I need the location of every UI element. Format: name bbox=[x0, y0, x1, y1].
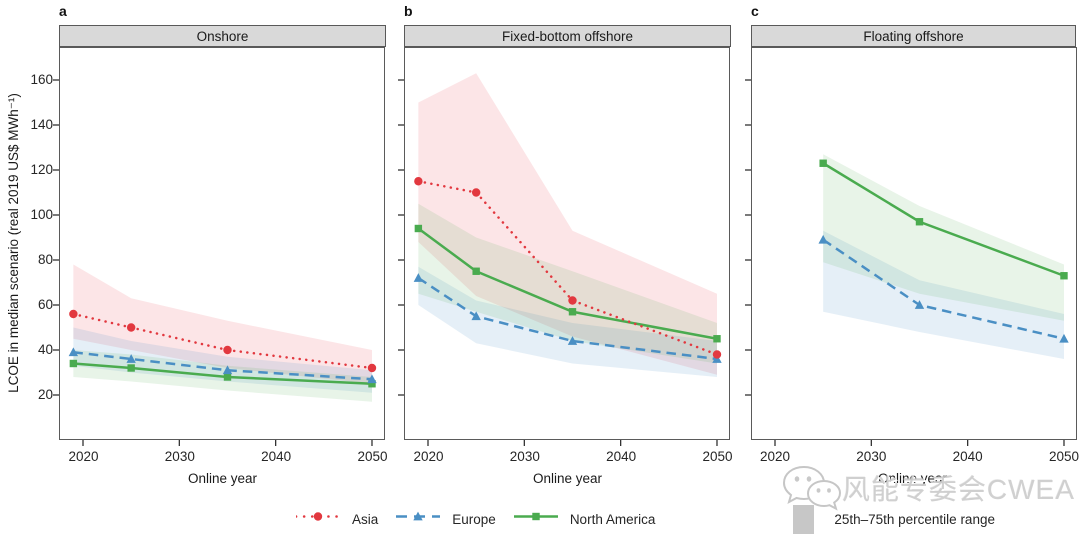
x-tick-label: 2040 bbox=[261, 449, 292, 464]
legend-label-asia: Asia bbox=[352, 511, 379, 527]
x-tick-label: 2030 bbox=[509, 449, 540, 464]
watermark-text: 风能专委会CWEA bbox=[842, 474, 1076, 505]
panel-b-plot bbox=[398, 47, 730, 446]
x-tick-label: 2030 bbox=[856, 449, 887, 464]
x-axis-title-c: Online year bbox=[877, 471, 948, 486]
panel-letter-c: c bbox=[751, 3, 759, 19]
x-tick-label: 2020 bbox=[413, 449, 444, 464]
panel-a-plot bbox=[53, 47, 385, 446]
panel-a-header: Onshore bbox=[59, 25, 386, 47]
y-tick-label: 20 bbox=[37, 387, 53, 402]
y-tick-label: 100 bbox=[30, 207, 53, 222]
legend-label-percentile-range: 25th–75th percentile range bbox=[834, 511, 995, 527]
panel-letter-a: a bbox=[59, 3, 67, 19]
x-axis-title-a: Online year bbox=[187, 471, 258, 486]
legend-label-north-america: North America bbox=[569, 511, 656, 527]
y-tick-label: 140 bbox=[30, 117, 53, 132]
x-tick-label: 2050 bbox=[702, 449, 733, 464]
x-axis-title-b: Online year bbox=[532, 471, 603, 486]
north-america-series-symbol bbox=[513, 509, 558, 529]
y-tick-label: 40 bbox=[37, 342, 53, 357]
x-tick-label: 2020 bbox=[68, 449, 99, 464]
x-tick-label: 2040 bbox=[952, 449, 983, 464]
panel-c-plot bbox=[745, 47, 1077, 446]
x-tick-label: 2030 bbox=[164, 449, 195, 464]
legend-item-north-america: North America bbox=[513, 509, 656, 529]
x-tick-label: 2050 bbox=[357, 449, 388, 464]
y-tick-label: 120 bbox=[30, 162, 53, 177]
y-axis-title: LCOE in median scenario (real 2019 US$ M… bbox=[6, 93, 21, 393]
legend: Asia Europe North America 25th–75th perc… bbox=[294, 503, 1013, 535]
legend-item-europe: Europe bbox=[396, 509, 496, 529]
panel-letter-b: b bbox=[404, 3, 413, 19]
legend-item-percentile-range: 25th–75th percentile range bbox=[793, 504, 995, 534]
panel-b-header: Fixed-bottom offshore bbox=[404, 25, 731, 47]
legend-item-asia: Asia bbox=[294, 509, 379, 529]
wechat-icon bbox=[782, 465, 842, 511]
y-tick-label: 160 bbox=[30, 72, 53, 87]
europe-series-symbol bbox=[396, 509, 441, 529]
y-tick-label: 60 bbox=[37, 297, 53, 312]
percentile-range-swatch bbox=[793, 504, 815, 534]
panel-c-header: Floating offshore bbox=[751, 25, 1076, 47]
asia-series-symbol bbox=[294, 509, 342, 529]
y-tick-label: 80 bbox=[37, 252, 53, 267]
watermark: 风能专委会CWEA bbox=[780, 463, 1075, 513]
legend-label-europe: Europe bbox=[452, 511, 496, 527]
x-tick-label: 2040 bbox=[606, 449, 637, 464]
x-tick-label: 2050 bbox=[1048, 449, 1079, 464]
x-tick-label: 2020 bbox=[759, 449, 791, 464]
